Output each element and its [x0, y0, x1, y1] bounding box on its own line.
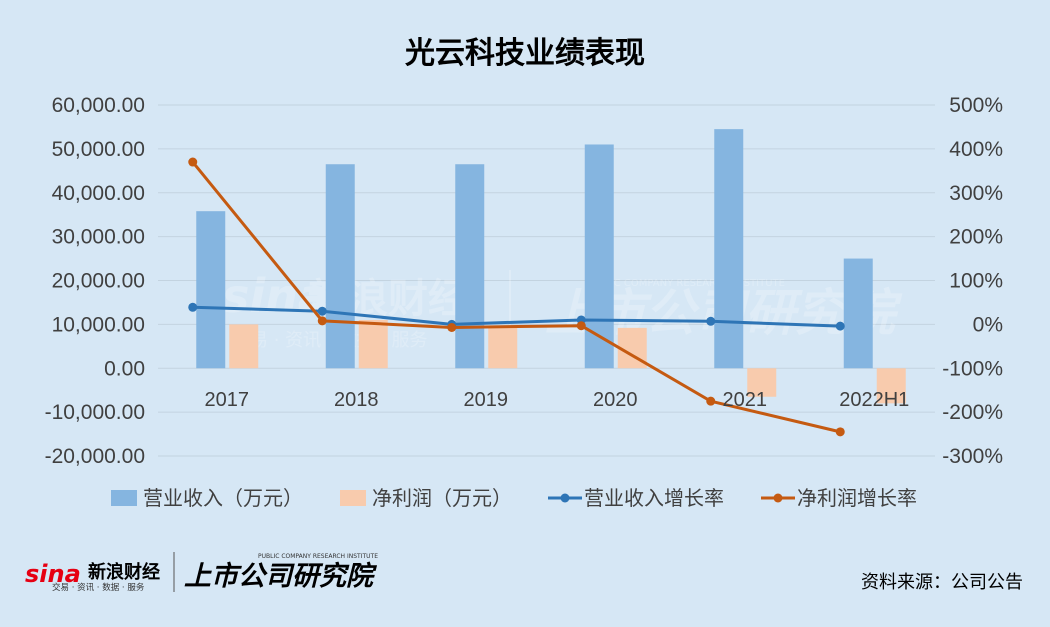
profit-growth-line — [191, 161, 841, 434]
category-label: 2020 — [593, 389, 638, 411]
profit-growth-point — [447, 322, 457, 332]
left-tick-label: 0.00 — [104, 357, 145, 380]
revenue-growth-point — [706, 316, 716, 326]
legend-swatch — [340, 490, 366, 506]
profit-bar — [876, 368, 906, 404]
left-tick-label: 60,000.00 — [52, 94, 145, 117]
revenue-growth-point — [835, 321, 845, 331]
right-tick-label: 300% — [949, 182, 1003, 205]
legend-label: 净利润（万元） — [372, 486, 512, 510]
profit-growth-point — [317, 316, 327, 326]
institute-en-label: PUBLIC COMPANY RESEARCH INSTITUTE — [258, 553, 378, 560]
category-axis: 2017 2018 2019 2020 2021 2022H1 — [205, 389, 910, 411]
profit-bar — [229, 324, 259, 369]
revenue-bar — [325, 164, 355, 369]
revenue-growth-point — [188, 302, 198, 312]
right-axis: 500% 400% 300% 200% 100% 0% -100% -200% -300% — [942, 94, 1003, 468]
chart-title: 光云科技业绩表现 — [405, 36, 645, 71]
left-tick-label: -20,000.00 — [45, 445, 145, 468]
left-tick-label: 10,000.00 — [52, 313, 145, 336]
profit-growth-point — [706, 396, 716, 406]
profit-growth-point — [835, 427, 845, 437]
profit-bar — [747, 368, 777, 397]
watermark-institute-en: PUBLIC COMPANY RESEARCH INSTITUTE — [585, 278, 785, 289]
sina-logo: sina — [25, 560, 81, 588]
revenue-bar — [196, 211, 226, 369]
legend-marker — [560, 493, 570, 503]
lines — [188, 157, 845, 437]
right-tick-label: 500% — [949, 94, 1003, 117]
profit-growth-point — [576, 321, 586, 331]
category-label: 2021 — [723, 389, 768, 411]
legend-label: 营业收入增长率 — [584, 486, 724, 510]
profit-bar — [488, 326, 518, 369]
revenue-growth-line — [192, 305, 841, 328]
legend: 营业收入（万元） 净利润（万元） 营业收入增长率 净利润增长率 — [111, 486, 917, 510]
left-tick-label: -10,000.00 — [45, 401, 145, 424]
category-label: 2022H1 — [839, 389, 909, 411]
source-label: 资料来源：公司公告 — [861, 572, 1023, 593]
legend-label: 净利润增长率 — [797, 486, 917, 510]
legend-marker — [773, 493, 783, 503]
revenue-bar — [455, 164, 485, 369]
revenue-bar — [714, 129, 744, 369]
right-tick-label: 200% — [949, 226, 1003, 249]
revenue-growth-point — [317, 306, 327, 316]
institute-cn-label: 上市公司研究院 — [184, 561, 378, 592]
right-tick-label: -200% — [942, 401, 1003, 424]
revenue-bar — [843, 258, 873, 369]
category-label: 2019 — [464, 389, 509, 411]
left-tick-label: 50,000.00 — [52, 138, 145, 161]
profit-growth-point — [188, 157, 198, 167]
legend-label: 营业收入（万元） — [143, 486, 303, 510]
right-tick-label: 400% — [949, 138, 1003, 161]
category-label: 2017 — [205, 389, 250, 411]
legend-swatch — [111, 490, 137, 506]
bars — [196, 129, 906, 404]
sina-finance-label: 新浪财经 — [88, 561, 160, 583]
right-tick-label: 100% — [949, 270, 1003, 293]
right-tick-label: -300% — [942, 445, 1003, 468]
left-axis: 60,000.00 50,000.00 40,000.00 30,000.00 20,0… — [45, 94, 145, 468]
left-tick-label: 30,000.00 — [52, 226, 145, 249]
right-tick-label: -100% — [942, 357, 1003, 380]
profit-bar — [358, 319, 388, 369]
category-label: 2018 — [334, 389, 379, 411]
sina-sub-label: 交易 · 资讯 · 数据 · 服务 — [52, 582, 145, 593]
left-tick-label: 20,000.00 — [52, 270, 145, 293]
footer-logo: sina 新浪财经 交易 · 资讯 · 数据 · 服务 PUBLIC COMPA… — [25, 552, 378, 593]
right-tick-label: 0% — [973, 313, 1003, 336]
watermark-brand: sina — [222, 269, 329, 323]
left-tick-label: 40,000.00 — [52, 182, 145, 205]
